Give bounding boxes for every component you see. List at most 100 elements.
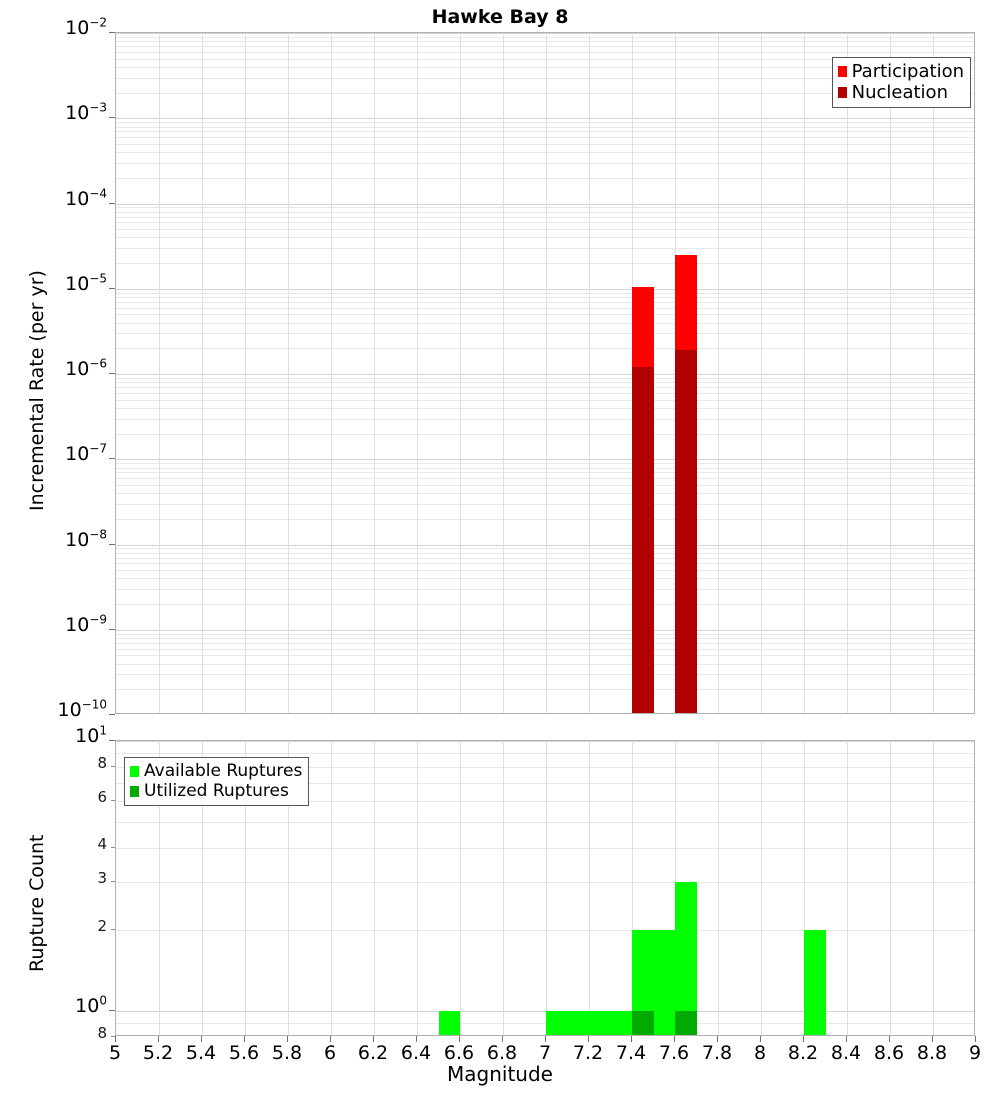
x-axis-tick-mark (373, 1036, 374, 1042)
y-axis-tick-label: 10−4 (65, 186, 107, 210)
rupture-count-panel: Available Ruptures Utilized Ruptures (115, 740, 975, 1036)
x-axis-tick-label: 6 (323, 1042, 337, 1064)
x-axis-tick-mark (889, 1036, 890, 1042)
bar (567, 1010, 589, 1035)
x-axis-tick-mark (674, 1036, 675, 1042)
x-axis-tick-label: 8.2 (787, 1042, 819, 1064)
bar (675, 882, 697, 1035)
y-axis-tick-label: 10−7 (65, 441, 107, 466)
y-axis-tick-label: 6 (97, 787, 107, 806)
x-axis-tick-mark (158, 1036, 159, 1042)
x-axis-tick-mark (803, 1036, 804, 1042)
x-axis-tick-mark (416, 1036, 417, 1042)
bottom-panel-bars (116, 741, 974, 1035)
x-axis-tick-mark (502, 1036, 503, 1042)
nucleation-swatch-icon (837, 87, 847, 99)
y-axis-tick-mark (109, 1009, 115, 1011)
utilized-ruptures-swatch-icon (130, 785, 139, 797)
x-axis-tick-label: 8.6 (873, 1042, 905, 1064)
legend-label-utilized-ruptures: Utilized Ruptures (144, 781, 289, 802)
page-title: Hawke Bay 8 (431, 6, 569, 28)
y-axis-tick-label: 10−5 (65, 271, 107, 295)
legend-item-participation: Participation (837, 61, 964, 82)
x-axis-tick-mark (459, 1036, 460, 1042)
legend-item-available-ruptures: Available Ruptures (130, 761, 302, 781)
top-panel-grid (116, 33, 974, 713)
x-axis-tick-label: 6.8 (486, 1042, 518, 1064)
y-axis-tick-mark (109, 628, 115, 630)
bar (804, 929, 826, 1035)
x-axis-tick-label: 8 (753, 1042, 767, 1064)
x-axis-tick-mark (631, 1036, 632, 1042)
y-axis-tick-label: 10−9 (65, 612, 107, 636)
x-axis-tick-mark (588, 1036, 589, 1042)
x-axis-tick-mark (201, 1036, 202, 1042)
y-axis-tick-mark (111, 799, 115, 801)
legend-label-participation: Participation (851, 61, 964, 82)
y-axis-tick-label: 10−3 (65, 100, 107, 125)
y-axis-tick-label: 4 (97, 835, 107, 854)
legend-label-nucleation: Nucleation (851, 82, 948, 104)
y-axis-tick-mark (111, 1036, 115, 1037)
legend-item-utilized-ruptures: Utilized Ruptures (130, 781, 302, 801)
y-axis-tick-label: 3 (97, 869, 107, 888)
x-axis-tick-mark (545, 1036, 546, 1042)
y-axis-tick-label: 10−2 (65, 15, 107, 39)
y-axis-tick-mark (109, 740, 115, 741)
x-axis-tick-mark (932, 1036, 933, 1042)
x-axis-tick-label: 8.4 (830, 1042, 862, 1064)
legend-label-available-ruptures: Available Ruptures (144, 761, 303, 781)
x-axis-tick-label: 5.8 (271, 1042, 303, 1064)
y-axis-tick-label: 8 (97, 754, 107, 773)
y-axis-tick-mark (109, 202, 115, 204)
x-axis-tick-mark (244, 1036, 245, 1042)
x-axis-tick-mark (760, 1036, 761, 1042)
x-axis-label: Magnitude (447, 1062, 553, 1086)
y-axis-tick-label: 10−6 (65, 356, 107, 380)
legend-ruptures: Available Ruptures Utilized Ruptures (124, 757, 310, 807)
legend-item-nucleation: Nucleation (837, 82, 964, 104)
x-axis-tick-label: 8.8 (916, 1042, 948, 1064)
x-axis-tick-mark (115, 1036, 116, 1042)
x-axis-tick-mark (975, 1036, 976, 1042)
x-axis-tick-mark (846, 1036, 847, 1042)
y-axis-tick-label: 100 (75, 993, 107, 1017)
bar (632, 929, 654, 1035)
y-axis-tick-mark (109, 714, 115, 715)
bar (438, 1010, 460, 1035)
x-axis-tick-mark (287, 1036, 288, 1042)
bar (675, 350, 697, 713)
y-axis-tick-label: 10−10 (57, 697, 107, 721)
x-axis-tick-label: 7.6 (658, 1042, 690, 1064)
x-axis-tick-label: 7.4 (615, 1042, 647, 1064)
x-axis-tick-label: 5 (108, 1042, 122, 1064)
bar (675, 1010, 697, 1035)
y-axis-tick-mark (109, 117, 115, 119)
bar (546, 1010, 568, 1035)
available-ruptures-swatch-icon (130, 765, 139, 777)
y-axis-tick-mark (109, 373, 115, 374)
bar (589, 1010, 611, 1035)
x-axis-tick-label: 9 (968, 1042, 982, 1064)
y-axis-tick-mark (111, 847, 115, 849)
y-axis-tick-label: 2 (97, 916, 107, 935)
x-axis-tick-label: 6.4 (400, 1042, 432, 1064)
bar (653, 929, 675, 1035)
x-axis-tick-label: 5.4 (185, 1042, 217, 1064)
top-panel-bars (116, 33, 974, 713)
bar (632, 1010, 654, 1035)
participation-swatch-icon (837, 66, 847, 78)
bar (632, 367, 654, 713)
x-axis-tick-mark (330, 1036, 331, 1042)
y-axis-label-bottom: Rupture Count (26, 834, 48, 973)
x-axis-tick-label: 6.6 (443, 1042, 475, 1064)
x-axis-tick-label: 7.2 (572, 1042, 604, 1064)
y-axis-tick-mark (111, 881, 115, 883)
bottom-panel-grid (116, 741, 974, 1035)
y-axis-tick-mark (111, 766, 115, 768)
x-axis-tick-mark (717, 1036, 718, 1042)
x-axis-tick-label: 6.2 (357, 1042, 389, 1064)
y-axis-label-top: Incremental Rate (per yr) (26, 270, 48, 511)
x-axis-tick-label: 5.2 (142, 1042, 174, 1064)
